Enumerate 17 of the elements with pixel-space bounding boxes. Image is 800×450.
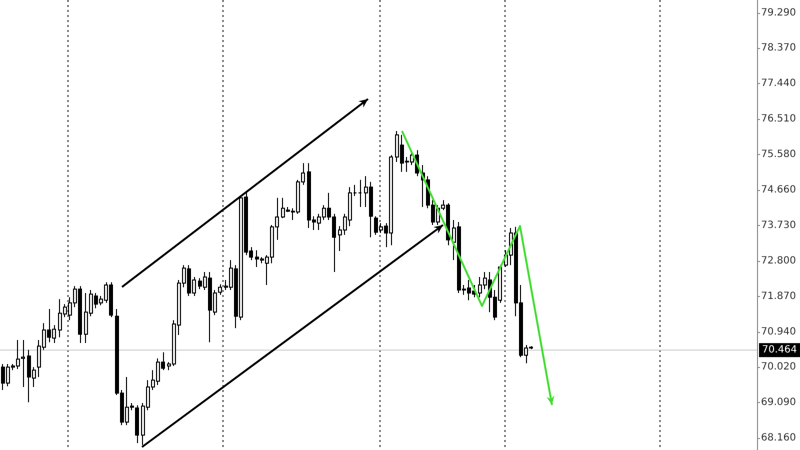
y-tick-label: 70.020 <box>761 362 796 373</box>
y-tick-label: 72.800 <box>761 255 796 266</box>
y-tick-label: 73.730 <box>761 220 796 231</box>
y-tick-label: 75.580 <box>761 149 796 160</box>
ref-line-label: 70.464 <box>762 344 797 356</box>
y-tick-label: 77.440 <box>761 78 796 90</box>
y-tick-label: 69.090 <box>761 397 796 408</box>
y-tick-label: 71.870 <box>761 290 796 302</box>
y-tick-label: 70.940 <box>761 326 796 338</box>
candlestick <box>135 404 139 444</box>
candlestick <box>218 284 222 296</box>
y-tick-label: 68.160 <box>761 432 796 444</box>
y-tick-label: 74.660 <box>761 184 796 196</box>
y-tick-label: 76.510 <box>761 114 796 125</box>
candlestick <box>358 179 362 208</box>
y-tick-label: 78.370 <box>761 42 796 54</box>
y-tick-label: 79.290 <box>761 7 796 18</box>
